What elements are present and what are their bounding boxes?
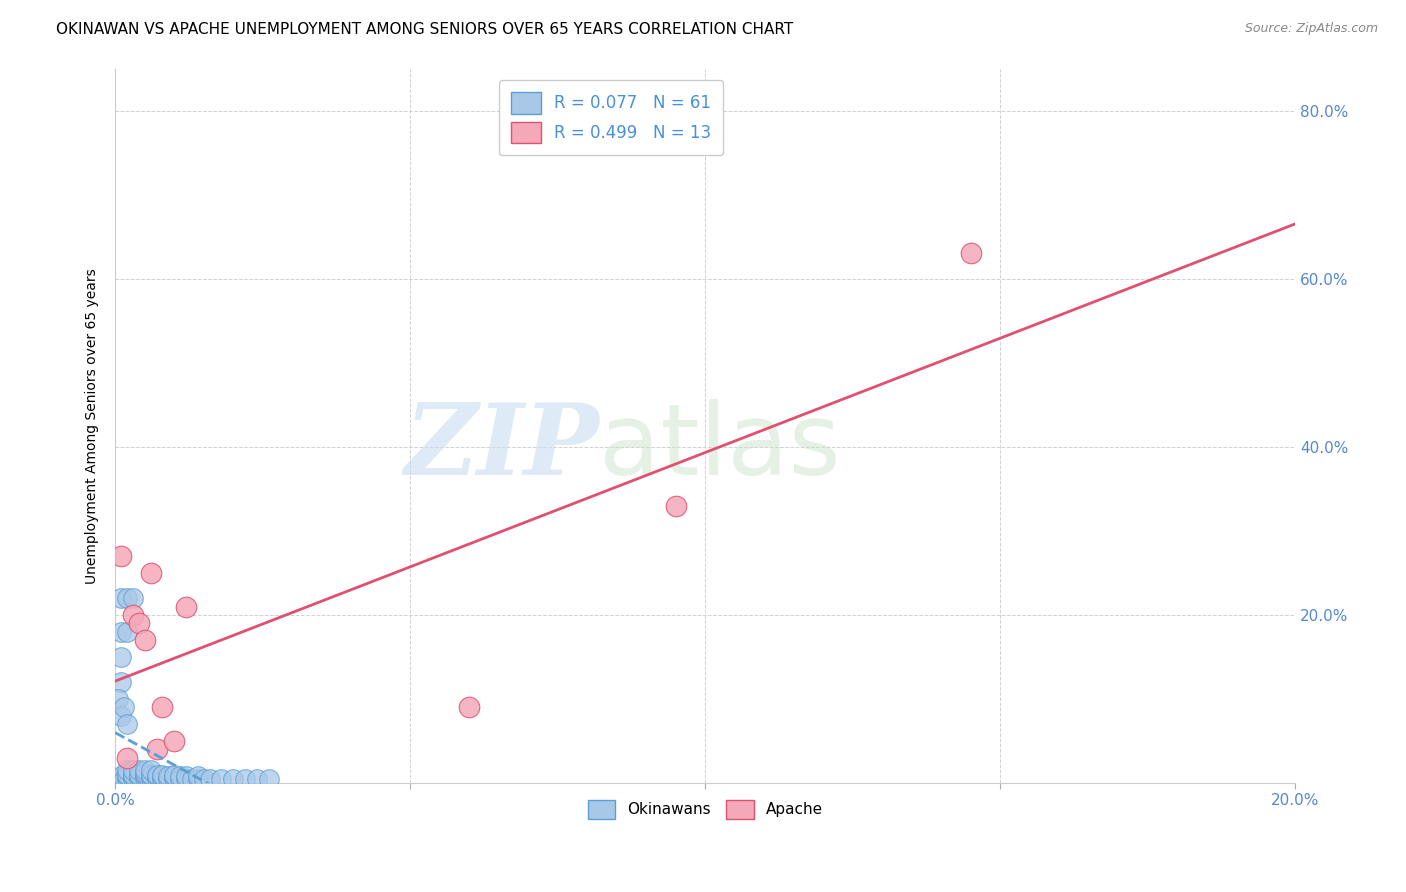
Text: ZIP: ZIP (404, 399, 599, 495)
Point (122, 591, 145, 606)
Point (169, 772, 191, 786)
Point (110, 591, 132, 606)
Point (112, 700, 135, 714)
Point (115, 751, 138, 765)
Point (134, 772, 156, 786)
Point (145, 772, 167, 786)
Point (122, 764, 145, 778)
Point (122, 767, 145, 781)
Point (115, 767, 138, 781)
Point (115, 624, 138, 639)
Point (152, 767, 174, 781)
Point (193, 772, 215, 786)
Point (115, 764, 138, 778)
Point (128, 616, 150, 631)
Point (174, 599, 197, 614)
Point (163, 767, 186, 781)
Text: atlas: atlas (599, 399, 841, 496)
Point (174, 769, 197, 783)
Point (128, 767, 150, 781)
Point (115, 717, 138, 731)
Point (163, 769, 186, 783)
Point (152, 772, 174, 786)
Point (134, 769, 156, 783)
Point (665, 499, 688, 513)
Point (110, 708, 132, 723)
Point (233, 772, 256, 786)
Point (115, 591, 138, 606)
Point (110, 769, 132, 783)
Point (134, 633, 156, 648)
Point (128, 764, 150, 778)
Point (139, 566, 162, 580)
Point (110, 549, 132, 563)
Point (157, 769, 180, 783)
Point (145, 769, 167, 783)
Point (139, 769, 162, 783)
Point (169, 769, 191, 783)
Point (115, 772, 138, 786)
Legend: Okinawans, Apache: Okinawans, Apache (582, 794, 830, 825)
Text: OKINAWAN VS APACHE UNEMPLOYMENT AMONG SENIORS OVER 65 YEARS CORRELATION CHART: OKINAWAN VS APACHE UNEMPLOYMENT AMONG SE… (56, 22, 793, 37)
Point (145, 767, 167, 781)
Point (174, 772, 197, 786)
Point (139, 764, 162, 778)
Point (110, 772, 132, 786)
Point (115, 769, 138, 783)
Point (107, 692, 129, 706)
Point (134, 766, 156, 780)
Point (187, 769, 209, 783)
Point (122, 607, 145, 622)
Point (187, 772, 209, 786)
Point (110, 624, 132, 639)
Point (110, 675, 132, 690)
Point (139, 772, 162, 786)
Point (134, 764, 156, 778)
Point (163, 772, 186, 786)
Point (960, 246, 983, 260)
Point (152, 700, 174, 714)
Point (145, 742, 167, 756)
Point (128, 772, 150, 786)
Point (257, 772, 280, 786)
Point (110, 649, 132, 664)
Point (152, 769, 174, 783)
Point (139, 767, 162, 781)
Point (134, 767, 156, 781)
Y-axis label: Unemployment Among Seniors over 65 years: Unemployment Among Seniors over 65 years (86, 268, 100, 583)
Point (112, 772, 135, 786)
Point (246, 772, 269, 786)
Point (128, 769, 150, 783)
Point (181, 772, 204, 786)
Point (211, 772, 233, 786)
Point (122, 772, 145, 786)
Point (198, 772, 221, 786)
Point (107, 772, 129, 786)
Point (122, 769, 145, 783)
Point (458, 700, 481, 714)
Text: Source: ZipAtlas.com: Source: ZipAtlas.com (1244, 22, 1378, 36)
Point (157, 772, 180, 786)
Point (222, 772, 245, 786)
Point (163, 734, 186, 748)
